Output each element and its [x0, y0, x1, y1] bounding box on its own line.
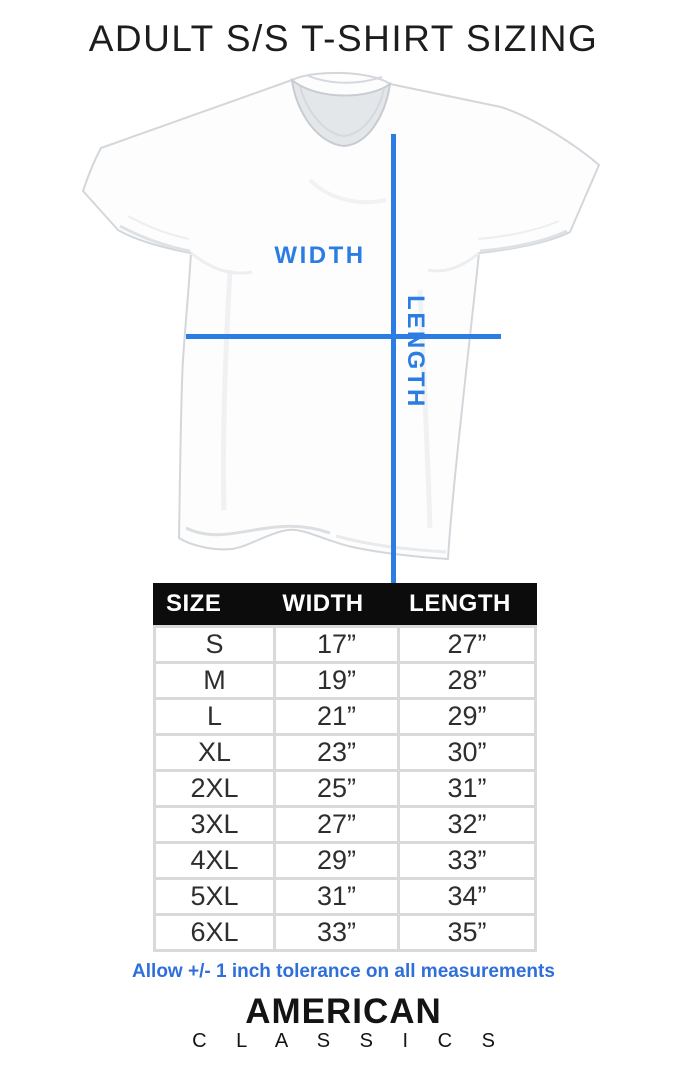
size-cell: 2XL	[156, 772, 273, 805]
width-cell: 29”	[276, 844, 397, 877]
length-cell: 34”	[400, 880, 534, 913]
size-table: SIZE WIDTH LENGTH S 17” 27” M 19” 28” L …	[153, 583, 537, 952]
width-cell: 17”	[276, 628, 397, 661]
width-label: WIDTH	[274, 242, 366, 269]
size-cell: 3XL	[156, 808, 273, 841]
width-cell: 21”	[276, 700, 397, 733]
page-title: ADULT S/S T-SHIRT SIZING	[88, 18, 599, 59]
size-cell: L	[156, 700, 273, 733]
table-body: S 17” 27” M 19” 28” L 21” 29” XL 23” 30”…	[153, 625, 537, 952]
tshirt-image	[82, 71, 600, 560]
size-cell: S	[156, 628, 273, 661]
size-cell: 4XL	[156, 844, 273, 877]
length-label: LENGTH	[402, 295, 429, 409]
length-cell: 27”	[400, 628, 534, 661]
length-cell: 32”	[400, 808, 534, 841]
width-measure-line	[186, 334, 501, 339]
length-cell: 31”	[400, 772, 534, 805]
length-cell: 30”	[400, 736, 534, 769]
brand-logo: AMERICAN C L A S S I C S	[0, 992, 687, 1052]
length-cell: 35”	[400, 916, 534, 949]
length-cell: 33”	[400, 844, 534, 877]
tolerance-note: Allow +/- 1 inch tolerance on all measur…	[132, 961, 555, 982]
width-cell: 19”	[276, 664, 397, 697]
header-size: SIZE	[166, 590, 222, 617]
width-cell: 33”	[276, 916, 397, 949]
tshirt-diagram	[0, 60, 687, 625]
width-cell: 25”	[276, 772, 397, 805]
width-cell: 23”	[276, 736, 397, 769]
size-cell: 5XL	[156, 880, 273, 913]
size-cell: XL	[156, 736, 273, 769]
length-cell: 28”	[400, 664, 534, 697]
width-cell: 27”	[276, 808, 397, 841]
width-cell: 31”	[276, 880, 397, 913]
table-header-row: SIZE WIDTH LENGTH	[153, 583, 537, 625]
size-cell: 6XL	[156, 916, 273, 949]
header-length: LENGTH	[409, 590, 511, 617]
brand-subname: C L A S S I C S	[192, 1030, 507, 1052]
header-width: WIDTH	[282, 590, 364, 617]
length-cell: 29”	[400, 700, 534, 733]
size-cell: M	[156, 664, 273, 697]
brand-name: AMERICAN	[245, 992, 442, 1031]
length-measure-line	[391, 134, 396, 625]
